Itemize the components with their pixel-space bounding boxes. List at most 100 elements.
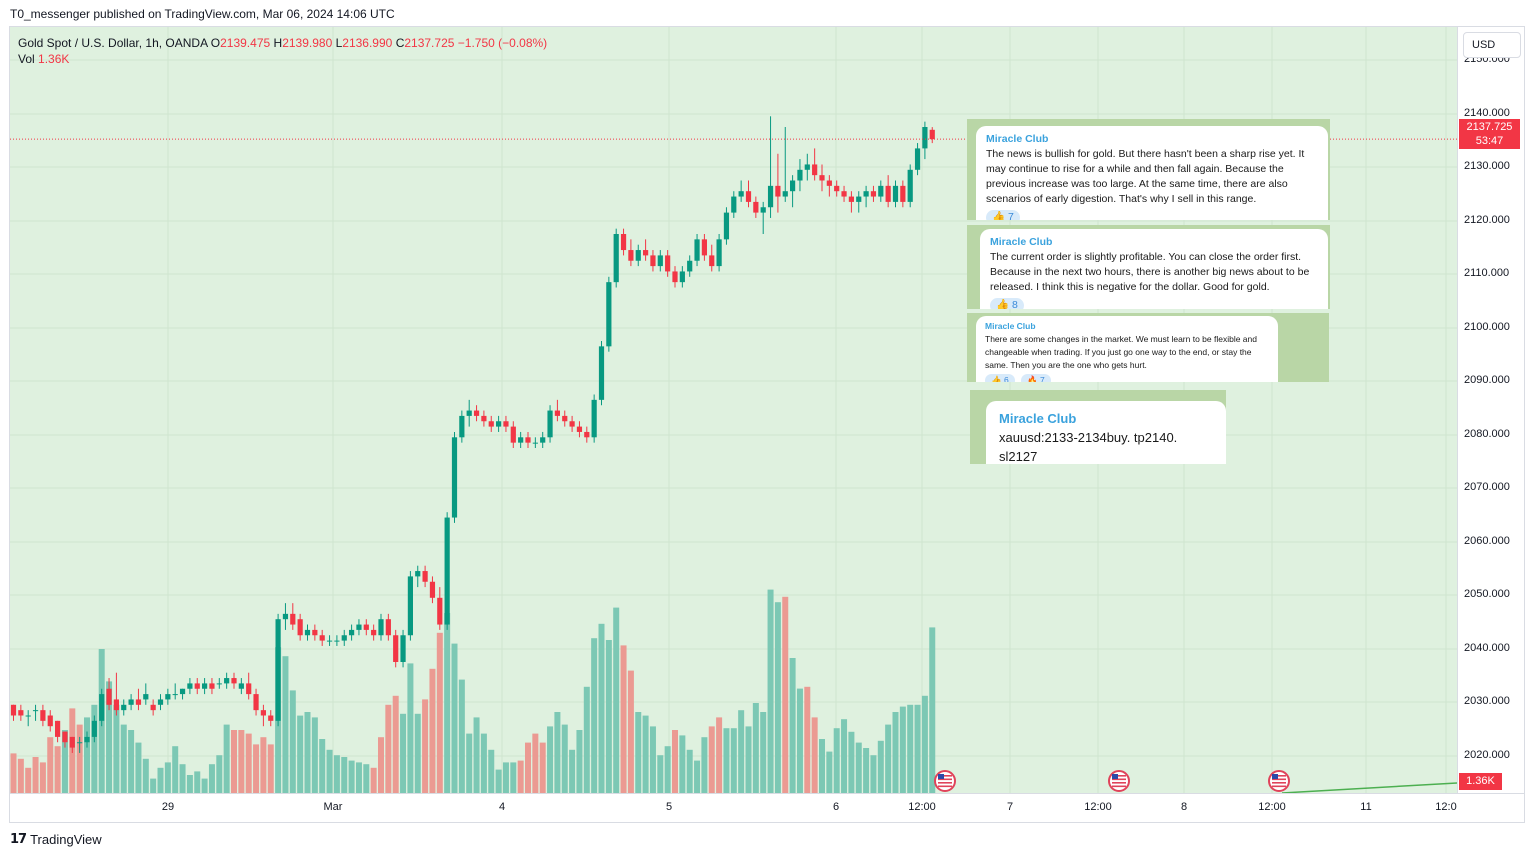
candle-body <box>238 683 244 689</box>
open-label: O <box>210 36 221 50</box>
candle-body <box>804 164 810 170</box>
tradingview-logo[interactable]: 𝟭𝟳 TradingView <box>10 831 102 847</box>
flag-canton <box>1272 774 1278 779</box>
price-tick-label: 2060.000 <box>1464 535 1510 547</box>
volume-bar <box>326 749 333 793</box>
flag-stripe <box>938 782 952 784</box>
volume-bar <box>414 713 421 793</box>
volume-bar <box>833 728 840 793</box>
volume-bar <box>620 645 627 793</box>
volume-bar <box>164 762 171 793</box>
volume-bar <box>135 742 142 793</box>
time-tick-label: 5 <box>665 801 673 813</box>
telegram-message-2: Miracle Club The current order is slight… <box>967 225 1330 309</box>
volume-bar <box>238 730 245 793</box>
candle-body <box>84 736 90 743</box>
candle-body <box>444 517 450 625</box>
volume-bar <box>613 607 620 793</box>
candle-body <box>371 629 377 636</box>
candle-body <box>929 129 935 140</box>
volume-bar <box>150 778 157 793</box>
symbol-title: Gold Spot / U.S. Dollar, 1h, OANDA <box>18 36 208 50</box>
candle-body <box>591 399 597 438</box>
candle-body <box>738 191 744 197</box>
time-tick-label: 12:00 <box>1258 801 1286 813</box>
candle-body <box>334 640 340 642</box>
flag-stripe <box>1272 782 1286 784</box>
reaction-badge: 👍 6 <box>985 374 1015 382</box>
candle-body <box>415 571 421 577</box>
us-event-flag-icon[interactable] <box>1268 770 1290 792</box>
volume-bar <box>76 724 83 793</box>
time-tick-label: 8 <box>1180 801 1188 813</box>
candle-body <box>429 581 436 598</box>
candle-body <box>363 624 369 630</box>
volume-bar <box>120 724 127 793</box>
candle-body <box>165 694 171 700</box>
time-scale[interactable] <box>10 793 1524 822</box>
volume-bar <box>216 755 223 793</box>
time-tick-label: 4 <box>498 801 506 813</box>
candle-body <box>10 704 17 716</box>
candle-body <box>635 250 641 261</box>
volume-bar <box>488 749 495 793</box>
candle-body <box>25 715 31 717</box>
volume-badge: 1.36K <box>1459 773 1502 790</box>
candle-body <box>290 613 296 625</box>
volume-bar <box>642 715 649 793</box>
telegram-message-3: Miracle Club There are some changes in t… <box>967 313 1329 382</box>
price-tick-label: 2050.000 <box>1464 588 1510 600</box>
us-event-flag-icon[interactable] <box>1108 770 1130 792</box>
candle-body <box>55 720 61 737</box>
candle-body <box>863 191 869 197</box>
candle-body <box>650 255 656 267</box>
candle-body <box>914 148 921 170</box>
time-tick-label: 12:0 <box>1435 801 1457 813</box>
volume-value: 1.36K <box>38 52 70 66</box>
volume-bar <box>819 739 825 793</box>
volume-bar <box>223 724 230 793</box>
volume-bar <box>61 730 68 793</box>
volume-bar <box>208 764 215 793</box>
brand-name: TradingView <box>30 831 102 847</box>
candle-body <box>32 710 39 712</box>
candle-body <box>709 255 715 267</box>
candle-body <box>466 410 472 416</box>
candle-body <box>687 260 693 272</box>
candle-body <box>481 415 487 422</box>
candle-body <box>253 694 259 711</box>
candle-body <box>760 207 766 213</box>
volume-bar <box>502 762 509 793</box>
candle-body <box>224 678 230 684</box>
flag-stripe <box>938 785 952 788</box>
volume-bar <box>561 724 568 793</box>
candle-body <box>157 699 164 705</box>
candle-body <box>584 431 590 438</box>
candle-body <box>613 234 619 283</box>
currency-button[interactable]: USD <box>1463 32 1521 58</box>
candle-body <box>216 683 222 685</box>
tradingview-logo-icon: 𝟭𝟳 <box>10 831 27 846</box>
candle-body <box>422 571 428 582</box>
flag-stripe <box>1272 785 1286 788</box>
volume-bar <box>194 771 201 793</box>
volume-bar <box>282 656 289 793</box>
volume-bar <box>392 695 399 793</box>
volume-bar <box>848 731 855 793</box>
price-tick-label: 2080.000 <box>1464 428 1510 440</box>
time-tick-label: 29 <box>161 801 175 813</box>
candle-body <box>569 421 575 427</box>
volume-bar <box>172 746 179 793</box>
volume-bar <box>752 703 759 793</box>
us-event-flag-icon[interactable] <box>934 770 956 792</box>
current-price: 2137.725 <box>1466 121 1513 133</box>
flag-stripe <box>1272 775 1286 777</box>
candle-body <box>532 442 538 444</box>
message-text: xauusd:2133-2134buy. tp2140. sl2127 <box>999 430 1178 464</box>
volume-bar <box>355 762 362 793</box>
candle-body <box>312 629 318 636</box>
price-scale[interactable] <box>1457 27 1524 793</box>
volume-bar <box>686 749 693 793</box>
volume-bar <box>186 775 193 793</box>
candle-body <box>547 410 553 438</box>
